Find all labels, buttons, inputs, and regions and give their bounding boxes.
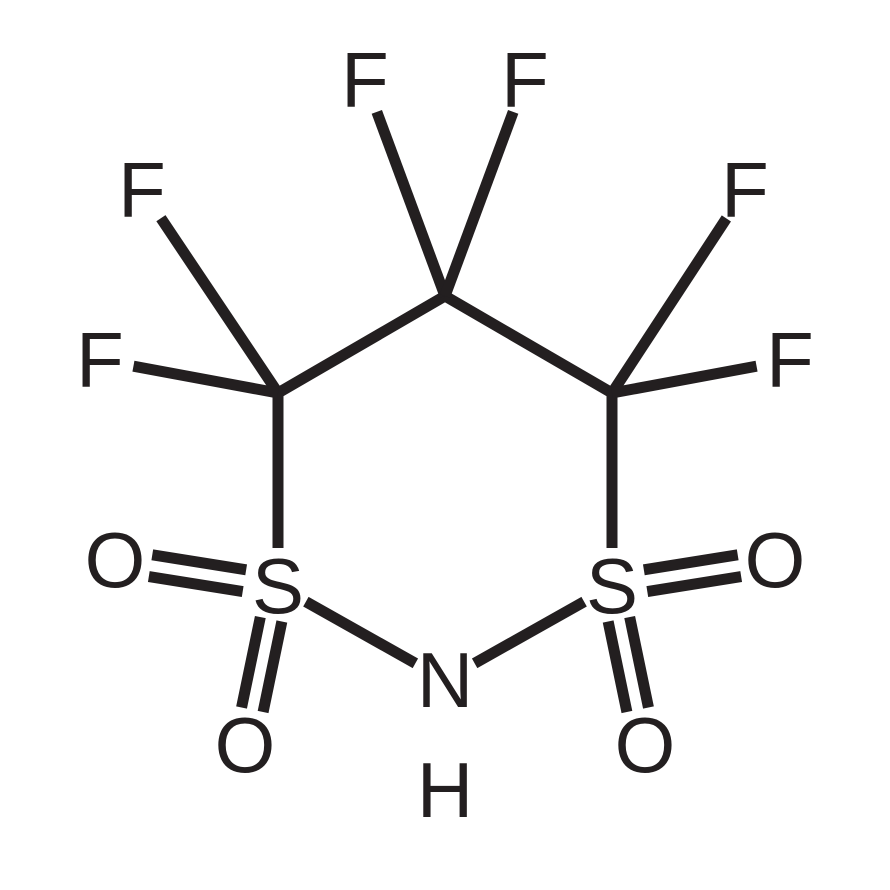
atom-label-f: F — [721, 146, 769, 234]
bond — [630, 617, 649, 707]
bond — [445, 296, 612, 393]
bond — [152, 555, 246, 570]
bond — [278, 296, 445, 393]
bond — [242, 617, 261, 707]
atom-label-s: S — [586, 542, 638, 630]
bond — [608, 622, 627, 712]
atom-label-o: O — [85, 516, 146, 604]
bond — [377, 112, 445, 296]
bond — [612, 366, 757, 393]
molecule-diagram: SSNHOOOOFFFFFF — [0, 0, 890, 890]
atom-label-o: O — [215, 701, 276, 789]
atom-label-o: O — [615, 701, 676, 789]
atom-label-o: O — [745, 516, 806, 604]
atom-label-f: F — [118, 146, 166, 234]
atom-label-n: N — [417, 636, 473, 724]
bond — [647, 577, 741, 592]
atom-label-f: F — [341, 36, 389, 124]
atom-label-f: F — [766, 316, 814, 404]
bonds-layer — [133, 112, 756, 712]
bond — [306, 602, 415, 664]
bond — [445, 112, 513, 296]
atoms-layer: SSNHOOOOFFFFFF — [76, 36, 814, 834]
bond — [475, 602, 584, 664]
atom-label-f: F — [501, 36, 549, 124]
bond — [263, 622, 282, 712]
bond — [612, 218, 726, 393]
atom-label-h: H — [417, 746, 473, 834]
atom-label-s: S — [252, 542, 304, 630]
bond — [644, 555, 738, 570]
bond — [149, 577, 243, 592]
atom-label-f: F — [76, 316, 124, 404]
bond — [161, 218, 278, 393]
